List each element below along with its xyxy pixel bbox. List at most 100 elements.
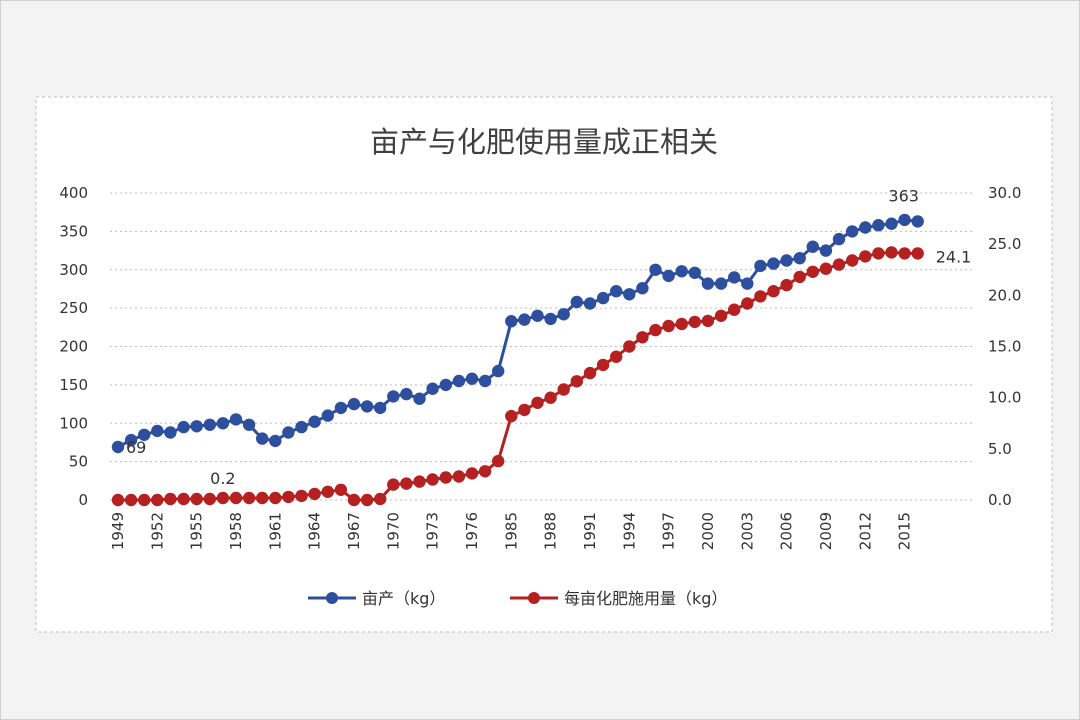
data-point	[505, 315, 518, 328]
data-point	[728, 303, 741, 316]
y-right-tick-label: 20.0	[988, 286, 1021, 304]
y-left-tick-label: 100	[59, 414, 88, 432]
y-left-tick-label: 50	[69, 453, 88, 471]
data-point	[492, 364, 505, 378]
data-point	[347, 493, 361, 507]
data-point	[557, 308, 570, 321]
legend-label-yield: 亩产（kg）	[362, 589, 445, 608]
data-point	[242, 418, 256, 431]
series-fertilizer	[111, 246, 924, 507]
data-point	[832, 232, 846, 246]
data-point	[610, 350, 623, 363]
data-point	[767, 257, 780, 270]
data-point	[518, 403, 531, 417]
y-left-tick-label: 0	[78, 491, 88, 509]
data-point	[649, 323, 662, 337]
data-point	[387, 478, 400, 491]
x-tick-label: 2000	[699, 512, 717, 550]
data-point	[400, 387, 413, 401]
x-tick-label: 1985	[502, 512, 520, 550]
data-point	[295, 420, 308, 434]
data-point	[754, 259, 767, 273]
data-point	[177, 492, 190, 506]
data-point	[570, 375, 583, 388]
data-point	[269, 434, 282, 448]
x-tick-label: 1994	[620, 512, 638, 550]
data-point	[846, 254, 859, 267]
data-point	[819, 262, 833, 275]
data-point	[452, 470, 466, 483]
data-point	[269, 491, 282, 505]
data-point	[439, 378, 452, 392]
legend-marker-yield	[326, 592, 338, 604]
data-point	[439, 471, 452, 484]
data-point	[688, 315, 701, 329]
data-point	[400, 477, 413, 490]
data-point	[583, 297, 597, 310]
series-group	[111, 213, 924, 507]
data-point	[806, 240, 819, 253]
data-point	[911, 215, 924, 228]
data-point	[596, 291, 610, 305]
y-left-tick-label: 150	[59, 376, 88, 394]
data-point	[544, 312, 557, 326]
x-tick-label: 1991	[581, 512, 599, 550]
legend-item-yield: 亩产（kg）	[308, 589, 445, 608]
data-point	[898, 247, 911, 260]
data-point	[478, 374, 492, 388]
y-left-tick-label: 200	[59, 338, 88, 356]
x-tick-label: 1949	[109, 512, 127, 550]
y-right-tick-label: 10.0	[988, 389, 1021, 407]
y-left-tick-label: 250	[59, 299, 88, 317]
data-point	[780, 278, 793, 292]
data-point	[308, 487, 321, 501]
data-point	[308, 415, 321, 428]
data-point	[229, 491, 243, 505]
annotations: 69 0.2 363 24.1	[126, 186, 971, 488]
data-point	[282, 426, 295, 439]
x-tick-label: 1952	[148, 512, 166, 550]
data-point	[426, 382, 439, 395]
x-tick-label: 1958	[227, 512, 245, 550]
data-label: 24.1	[936, 247, 972, 266]
y-left-tick-label: 300	[59, 261, 88, 279]
data-point	[347, 397, 361, 411]
data-point	[295, 489, 308, 503]
data-point	[465, 372, 479, 385]
data-point	[360, 400, 374, 413]
data-point	[623, 340, 636, 353]
data-point	[662, 319, 675, 333]
data-point	[334, 401, 348, 415]
legend-item-fertilizer: 每亩化肥施用量（kg）	[510, 589, 727, 608]
data-point	[872, 247, 885, 260]
legend-label-fertilizer: 每亩化肥施用量（kg）	[564, 589, 727, 608]
data-point	[505, 409, 518, 423]
data-label: 0.2	[210, 469, 235, 488]
data-point	[714, 277, 728, 290]
data-point	[846, 225, 859, 238]
data-point	[898, 213, 911, 227]
data-point	[452, 374, 466, 388]
data-point	[570, 295, 583, 309]
data-point	[465, 467, 479, 480]
y-right-tick-label: 25.0	[988, 235, 1021, 253]
data-point	[164, 492, 177, 506]
data-point	[531, 309, 544, 322]
legend: 亩产（kg） 每亩化肥施用量（kg）	[308, 589, 727, 608]
data-point	[164, 426, 177, 439]
data-point	[754, 290, 767, 303]
data-point	[360, 493, 374, 507]
data-point	[124, 433, 138, 447]
data-point	[177, 420, 190, 434]
data-point	[413, 475, 426, 488]
x-tick-label: 1973	[424, 512, 442, 550]
data-point	[242, 491, 256, 505]
data-point	[374, 492, 387, 506]
chart-area	[35, 96, 1053, 633]
x-axis: 1949 1952 1955 1958 1961 1964 1967 1970 1973 1976…	[109, 512, 914, 550]
y-left-tick-label: 400	[59, 184, 88, 202]
data-point	[767, 285, 780, 298]
chart-title: 亩产与化肥使用量成正相关	[370, 125, 718, 159]
data-point	[649, 263, 662, 276]
